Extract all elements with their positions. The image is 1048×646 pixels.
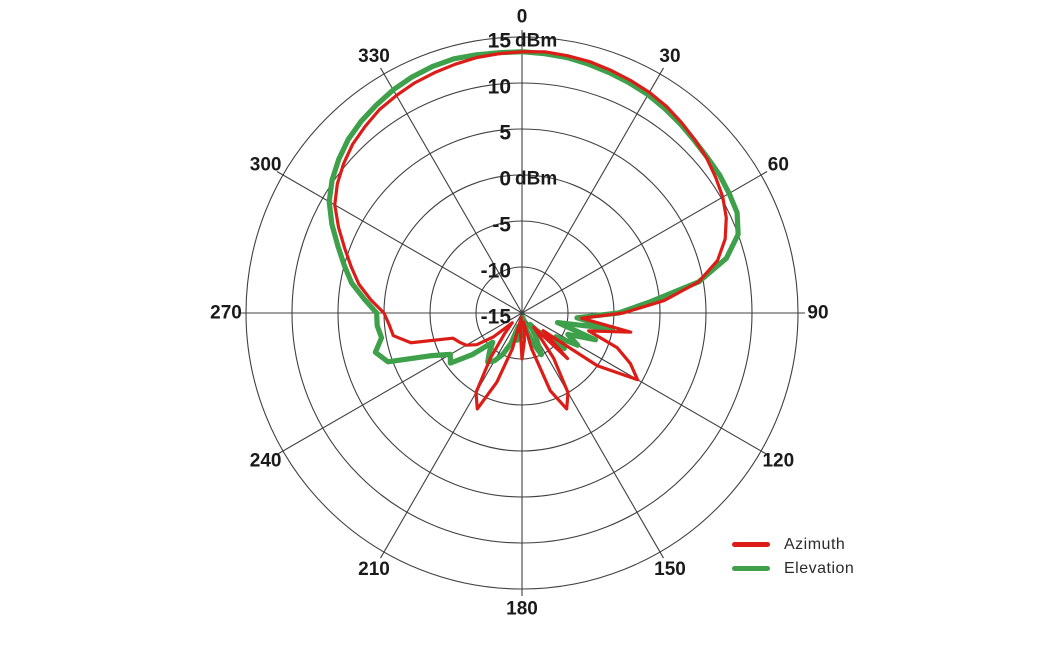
angle-label: 60 xyxy=(768,155,789,176)
radial-tick-label: 5 xyxy=(499,122,511,145)
angle-label: 0 xyxy=(517,7,528,28)
radial-tick-label: 10 xyxy=(488,76,511,99)
angle-label: 150 xyxy=(654,559,686,580)
angle-label: 180 xyxy=(506,599,538,620)
angle-label: 270 xyxy=(210,303,242,324)
radial-unit-label: dBm xyxy=(515,169,557,190)
legend-row-azimuth: Azimuth xyxy=(732,534,854,555)
angle-label: 30 xyxy=(659,46,680,67)
grid-spoke xyxy=(276,312,523,455)
angle-label: 300 xyxy=(250,155,282,176)
angle-label: 120 xyxy=(762,451,794,472)
azimuth-legend-label: Azimuth xyxy=(784,535,846,553)
grid-spoke xyxy=(380,67,523,314)
grid-spoke xyxy=(521,312,664,559)
radial-tick-label: -10 xyxy=(481,260,511,283)
radial-tick-label: 15 xyxy=(488,30,512,53)
grid-spoke xyxy=(276,171,523,314)
radial-unit-label: dBm xyxy=(515,31,557,52)
radial-tick-label: -5 xyxy=(492,214,511,237)
radial-tick-label: -15 xyxy=(481,306,512,329)
angle-label: 330 xyxy=(358,46,390,67)
angle-label: 90 xyxy=(807,303,828,324)
grid-spoke xyxy=(521,67,664,314)
azimuth-curve xyxy=(333,50,728,411)
legend: Azimuth Elevation xyxy=(732,534,854,579)
angle-label: 210 xyxy=(358,559,390,580)
radial-tick-label: 0 xyxy=(499,168,511,191)
angle-label: 240 xyxy=(250,451,282,472)
legend-row-elevation: Elevation xyxy=(732,558,854,579)
grid-spoke xyxy=(521,312,768,455)
elevation-legend-label: Elevation xyxy=(784,559,855,577)
elevation-legend-swatch xyxy=(732,566,770,571)
azimuth-legend-swatch xyxy=(732,542,770,547)
grid-spoke xyxy=(380,312,523,559)
grid-spoke xyxy=(521,171,768,314)
